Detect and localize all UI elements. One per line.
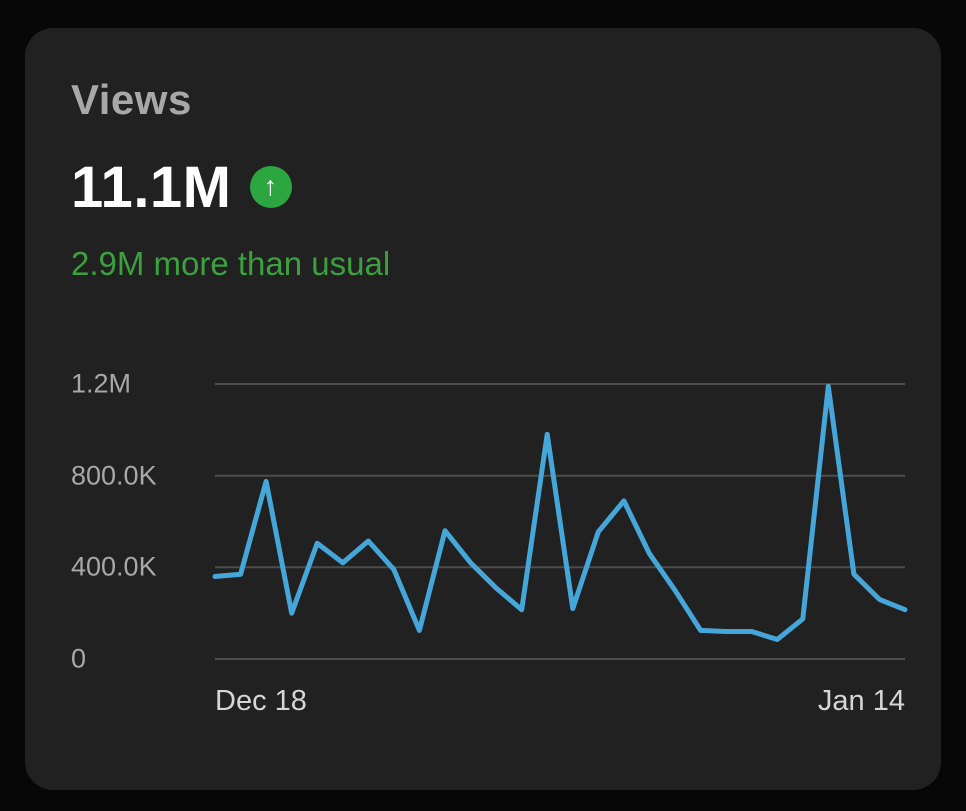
y-tick-label: 1.2M <box>71 368 132 399</box>
card-title: Views <box>71 76 192 123</box>
line-chart-svg <box>212 383 908 660</box>
y-tick-label: 400.0K <box>71 551 157 582</box>
metric-row: 11.1M ↑ <box>71 154 905 220</box>
y-axis-labels: 1.2M 800.0K 400.0K 0 <box>71 369 215 674</box>
metric-value: 11.1M <box>71 154 232 220</box>
x-tick-label: Dec 18 <box>215 685 307 717</box>
trend-text: 2.9M more than usual <box>71 245 391 282</box>
views-line-chart: 1.2M 800.0K 400.0K 0 Dec 18 Jan 14 <box>71 369 908 718</box>
views-analytics-card[interactable]: Views 11.1M ↑ 2.9M more than usual 1.2M … <box>25 28 941 790</box>
y-tick-label: 0 <box>71 643 87 674</box>
x-axis-labels: Dec 18 Jan 14 <box>215 685 905 718</box>
y-tick-label: 800.0K <box>71 460 157 491</box>
trend-up-circle-icon: ↑ <box>249 166 292 208</box>
x-tick-label: Jan 14 <box>817 685 905 717</box>
chart-plot <box>212 383 908 660</box>
